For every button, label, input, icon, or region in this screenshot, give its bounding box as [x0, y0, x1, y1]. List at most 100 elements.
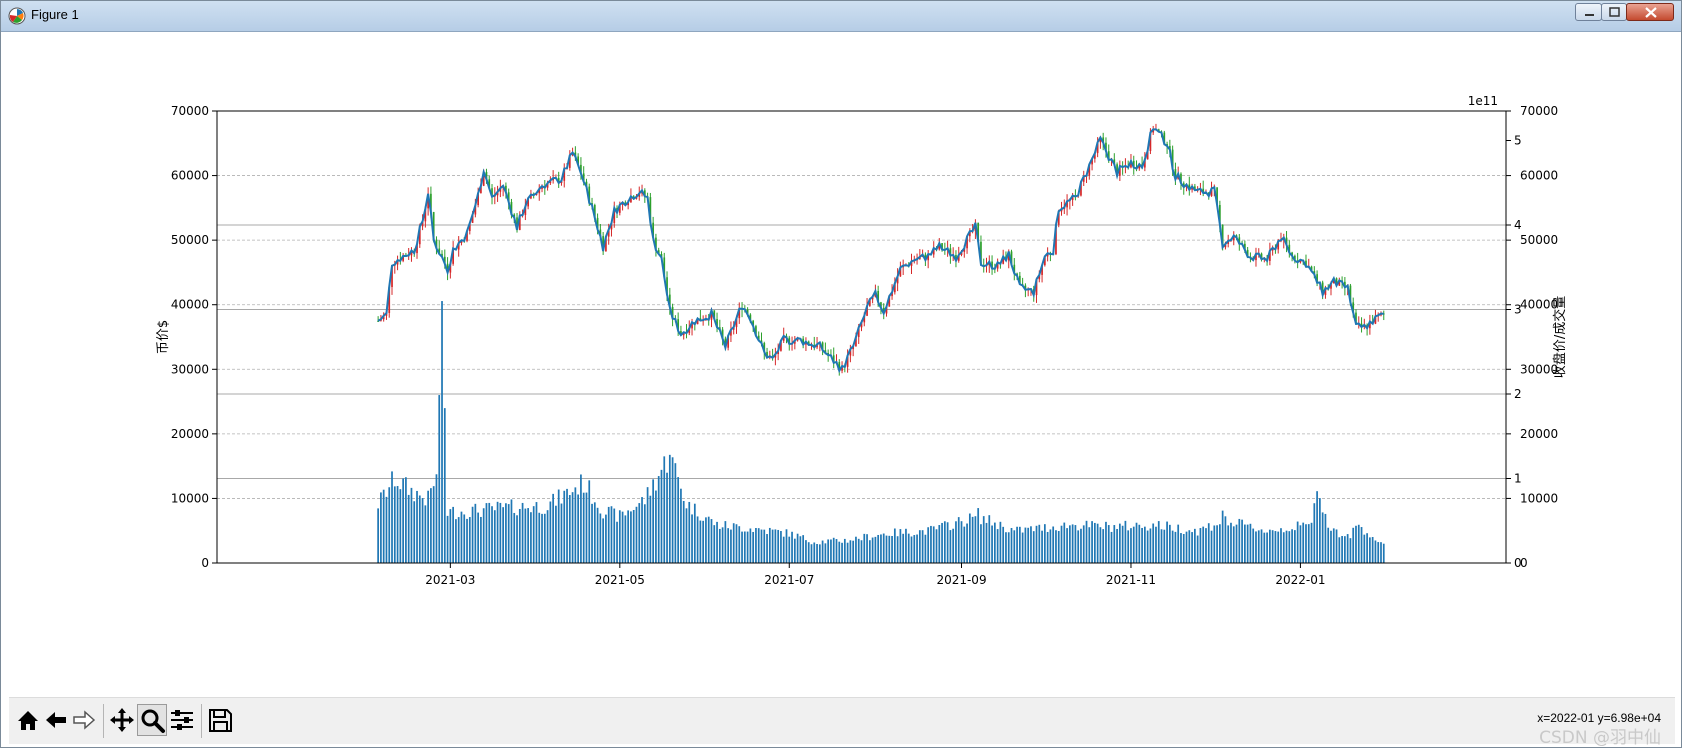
volume-bar: [982, 516, 985, 563]
zoom-button[interactable]: [137, 704, 167, 736]
candle-body: [1335, 278, 1338, 286]
volume-bar: [582, 492, 585, 563]
volume-bar: [682, 500, 685, 563]
y-right-price-tick-label: 60000: [1520, 169, 1558, 183]
csdn-watermark: CSDN @羽中仙: [1539, 728, 1661, 748]
volume-bar: [966, 523, 968, 563]
candle-body: [1182, 183, 1185, 188]
volume-bar: [1260, 529, 1263, 563]
volume-bar: [1207, 523, 1210, 563]
price-volume-chart[interactable]: 0 10000 20000 30000 40000 50000 60000 70000 0 100…: [9, 32, 1675, 697]
minimize-button[interactable]: [1575, 3, 1602, 21]
candle-body: [580, 164, 582, 174]
volume-bar: [1146, 530, 1149, 563]
volume-bar: [624, 515, 627, 563]
volume-bar: [538, 512, 541, 563]
candle-body: [613, 207, 616, 223]
home-button[interactable]: [13, 704, 43, 736]
volume-bar: [888, 535, 891, 563]
volume-bar: [613, 508, 616, 563]
close-button[interactable]: [1626, 3, 1674, 21]
configure-subplots-button[interactable]: [167, 704, 197, 736]
volume-bar: [396, 486, 399, 563]
volume-bar: [866, 534, 868, 563]
volume-bar: [743, 531, 746, 563]
volume-bar: [1194, 528, 1196, 563]
volume-bar: [457, 517, 460, 563]
back-button[interactable]: [41, 704, 71, 736]
volume-bar: [771, 529, 774, 563]
volume-bar: [913, 535, 916, 563]
candle-body: [630, 196, 632, 203]
volume-bar: [588, 480, 591, 563]
forward-button[interactable]: [69, 704, 99, 736]
y-left-tick-label: 10000: [171, 491, 209, 505]
candle-body: [866, 305, 868, 316]
volume-bar: [521, 502, 524, 563]
volume-bar: [482, 508, 485, 563]
volume-bar: [491, 506, 493, 563]
candle-body: [1313, 271, 1316, 275]
volume-bar: [1152, 523, 1155, 563]
save-button[interactable]: [205, 704, 235, 736]
candle-body: [996, 262, 999, 269]
volume-bar: [1266, 532, 1268, 563]
candle-body: [727, 335, 730, 348]
volume-bar: [393, 486, 396, 563]
volume-bar: [1241, 519, 1243, 563]
volume-bar: [899, 529, 902, 563]
title-bar[interactable]: Figure 1: [1, 1, 1681, 32]
candle-body: [599, 229, 602, 237]
volume-bar: [1335, 529, 1338, 563]
candle-body: [730, 329, 732, 336]
volume-bar: [646, 487, 649, 563]
candle-body: [868, 299, 871, 306]
volume-bar: [1319, 498, 1321, 563]
candle-body: [1116, 164, 1118, 176]
candle-body: [763, 342, 766, 352]
toolbar-separator: [201, 704, 202, 738]
volume-bar: [1224, 516, 1227, 563]
volume-bar: [452, 506, 454, 563]
volume-bar: [871, 537, 874, 563]
volume-bar: [774, 529, 777, 563]
candle-body: [1224, 243, 1227, 248]
volume-bar: [1244, 524, 1246, 563]
y-right-price-tick-label: 0: [1520, 556, 1528, 570]
volume-bar: [652, 479, 655, 563]
volume-bar: [1035, 525, 1038, 563]
volume-bar: [1099, 527, 1102, 563]
volume-bar: [471, 506, 474, 563]
candle-body: [488, 179, 491, 189]
volume-bar: [838, 541, 841, 563]
volume-bar: [1038, 524, 1041, 563]
candle-body: [1080, 181, 1082, 196]
volume-bar: [799, 536, 802, 563]
y-right-volume-tick-label: 5: [1514, 134, 1522, 148]
candle-body: [966, 236, 968, 249]
volume-bar: [1105, 521, 1107, 563]
volume-bar: [460, 511, 463, 563]
volume-bar: [877, 534, 880, 563]
volume-bar: [430, 488, 432, 563]
candle-body: [1285, 237, 1288, 245]
figure-canvas[interactable]: 0 10000 20000 30000 40000 50000 60000 70000 0 100…: [9, 32, 1675, 697]
volume-bar: [763, 529, 766, 563]
candle-body: [1180, 173, 1182, 184]
maximize-button[interactable]: [1601, 3, 1627, 21]
candle-body: [713, 310, 716, 320]
pan-button[interactable]: [107, 704, 137, 736]
volume-bar: [782, 536, 785, 563]
volume-bar: [755, 528, 757, 563]
volume-bar: [616, 521, 618, 563]
volume-bar: [610, 506, 613, 563]
volume-bar: [641, 497, 643, 563]
volume-bar: [574, 487, 577, 563]
volume-bar: [552, 493, 555, 563]
candle-body: [1330, 283, 1332, 289]
candle-body: [752, 320, 755, 327]
candle-body: [1163, 132, 1166, 145]
candle-body: [788, 337, 791, 344]
volume-bar: [1327, 527, 1330, 563]
volume-bar: [1310, 522, 1313, 563]
